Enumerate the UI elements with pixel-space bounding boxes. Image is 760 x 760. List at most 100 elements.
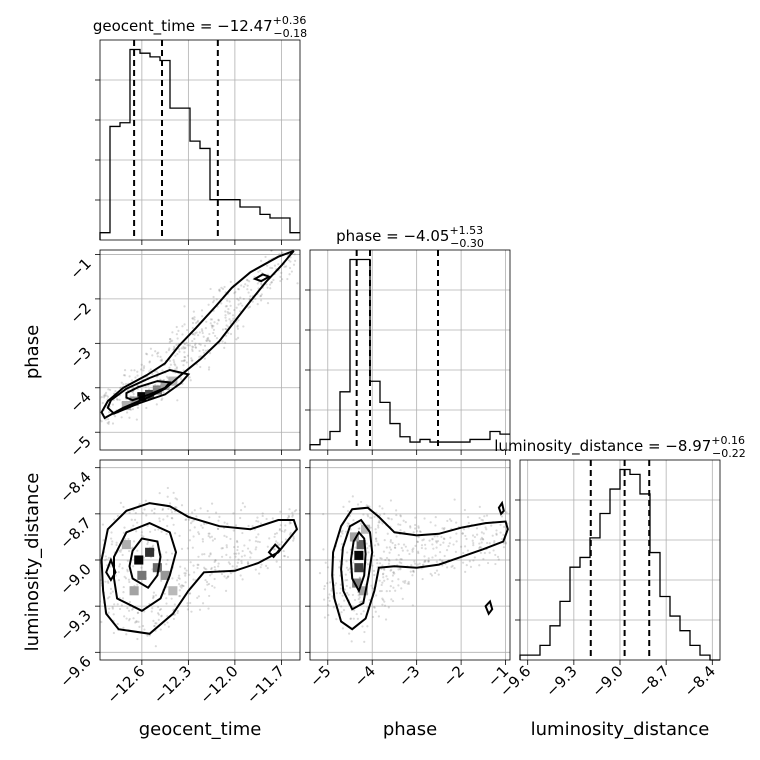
pair-geocent-time-phase-sample-point bbox=[183, 359, 186, 362]
pair-geocent-time-luminosity-distance-sample-point bbox=[214, 511, 218, 514]
pair-geocent-time-phase-sample-point bbox=[161, 369, 164, 372]
pair-phase-luminosity-distance-sample-point bbox=[389, 538, 393, 542]
pair-phase-luminosity-distance-sample-point bbox=[414, 544, 417, 547]
pair-phase-luminosity-distance-sample-point bbox=[374, 528, 377, 531]
pair-phase-luminosity-distance-sample-point bbox=[467, 521, 470, 525]
pair-geocent-time-phase-sample-point bbox=[193, 333, 196, 336]
pair-geocent-time-phase-sample-point bbox=[242, 297, 245, 301]
pair-geocent-time-luminosity-distance-sample-point bbox=[220, 547, 223, 550]
pair-geocent-time-luminosity-distance-sample-point bbox=[170, 508, 173, 511]
pair-phase-luminosity-distance-sample-point bbox=[358, 601, 361, 604]
pair-phase-luminosity-distance-density-cell-5 bbox=[349, 532, 359, 542]
pair-geocent-time-luminosity-distance-sample-point bbox=[172, 491, 175, 494]
pair-geocent-time-luminosity-distance-sample-point bbox=[165, 551, 168, 554]
pair-geocent-time-luminosity-distance-sample-point bbox=[175, 498, 179, 501]
pair-geocent-time-phase-sample-point bbox=[178, 350, 181, 353]
pair-geocent-time-phase-sample-point bbox=[183, 351, 186, 354]
pair-geocent-time-phase-sample-point bbox=[287, 259, 290, 262]
pair-phase-luminosity-distance-sample-point bbox=[462, 528, 466, 531]
pair-geocent-time-luminosity-distance-sample-point bbox=[135, 530, 138, 533]
pair-geocent-time-phase-sample-point bbox=[161, 397, 164, 400]
pair-geocent-time-luminosity-distance-sample-point bbox=[246, 562, 250, 565]
pair-geocent-time-phase-sample-point bbox=[228, 318, 231, 321]
pair-phase-luminosity-distance-sample-point bbox=[365, 504, 368, 507]
pair-geocent-time-phase-sample-point bbox=[128, 375, 131, 378]
pair-geocent-time-luminosity-distance-sample-point bbox=[236, 540, 239, 544]
pair-geocent-time-luminosity-distance-sample-point bbox=[240, 555, 244, 558]
pair-geocent-time-phase-sample-point bbox=[260, 259, 263, 262]
pair-phase-luminosity-distance-sample-point bbox=[431, 543, 434, 546]
pair-geocent-time-luminosity-distance-sample-point bbox=[136, 637, 139, 641]
pair-geocent-time-phase-sample-point bbox=[239, 302, 242, 305]
pair-geocent-time-phase-sample-point bbox=[180, 359, 183, 363]
pair-geocent-time-luminosity-distance-sample-point bbox=[189, 561, 192, 564]
pair-phase-luminosity-distance-sample-point bbox=[379, 556, 382, 560]
pair-geocent-time-phase-sample-point bbox=[229, 332, 233, 336]
pair-phase-luminosity-distance-sample-point bbox=[389, 540, 392, 543]
pair-geocent-time-luminosity-distance-sample-point bbox=[283, 530, 286, 533]
pair-geocent-time-phase-sample-point bbox=[270, 281, 273, 284]
pair-geocent-time-phase-sample-point bbox=[148, 370, 151, 373]
pair-phase-luminosity-distance-sample-point bbox=[420, 544, 424, 547]
pair-geocent-time-phase-sample-point bbox=[149, 368, 152, 371]
pair-geocent-time-luminosity-distance-sample-point bbox=[107, 556, 110, 559]
pair-geocent-time-luminosity-distance-sample-point bbox=[181, 584, 184, 587]
pair-geocent-time-phase-sample-point bbox=[200, 328, 204, 331]
pair-phase-luminosity-distance-sample-point bbox=[391, 541, 394, 545]
pair-geocent-time-luminosity-distance-sample-point bbox=[185, 518, 188, 521]
pair-phase-luminosity-distance-sample-point bbox=[399, 529, 402, 532]
pair-phase-luminosity-distance-sample-point bbox=[435, 569, 439, 572]
pair-geocent-time-luminosity-distance-sample-point bbox=[196, 563, 199, 566]
pair-geocent-time-luminosity-distance-sample-point bbox=[192, 535, 195, 538]
pair-phase-luminosity-distance-sample-point bbox=[436, 535, 439, 538]
pair-phase-luminosity-distance-sample-point bbox=[382, 598, 385, 601]
pair-phase-luminosity-distance-sample-point bbox=[463, 508, 466, 512]
pair-geocent-time-luminosity-distance-sample-point bbox=[124, 577, 128, 580]
title-phase-upper: +1.53 bbox=[449, 224, 483, 237]
pair-geocent-time-luminosity-distance-sample-point bbox=[201, 540, 205, 543]
pair-phase-luminosity-distance-sample-point bbox=[326, 604, 330, 607]
pair-phase-luminosity-distance-sample-point bbox=[338, 566, 341, 569]
pair-geocent-time-phase-sample-point bbox=[246, 279, 249, 282]
pair-geocent-time-luminosity-distance-sample-point bbox=[186, 604, 189, 607]
pair-phase-luminosity-distance-xtick-label-2: −3 bbox=[395, 662, 423, 690]
pair-geocent-time-luminosity-distance-sample-point bbox=[188, 592, 192, 595]
pair-phase-luminosity-distance-sample-point bbox=[362, 610, 365, 613]
pair-phase-luminosity-distance-sample-point bbox=[363, 640, 366, 643]
pair-geocent-time-luminosity-distance-sample-point bbox=[247, 524, 250, 528]
pair-geocent-time-luminosity-distance-sample-point bbox=[226, 575, 229, 578]
xlabel-phase: phase bbox=[383, 719, 437, 740]
pair-phase-luminosity-distance-sample-point bbox=[418, 562, 421, 565]
pair-geocent-time-luminosity-distance-sample-point bbox=[214, 559, 217, 562]
pair-phase-luminosity-distance-sample-point bbox=[399, 515, 402, 518]
pair-geocent-time-luminosity-distance-sample-point bbox=[278, 565, 282, 569]
pair-phase-luminosity-distance-sample-point bbox=[478, 564, 481, 567]
pair-geocent-time-phase-sample-point bbox=[211, 301, 215, 304]
pair-geocent-time-luminosity-distance-xtick-label-1: −12.3 bbox=[150, 662, 195, 707]
pair-phase-luminosity-distance-sample-point bbox=[361, 625, 364, 628]
pair-phase-luminosity-distance-sample-point bbox=[388, 517, 391, 520]
pair-geocent-time-phase-sample-point bbox=[188, 376, 191, 379]
pair-geocent-time-phase-sample-point bbox=[225, 319, 228, 322]
pair-geocent-time-phase-sample-point bbox=[199, 355, 202, 358]
pair-phase-luminosity-distance-sample-point bbox=[326, 582, 329, 585]
pair-phase-luminosity-distance-sample-point bbox=[392, 586, 395, 589]
pair-geocent-time-luminosity-distance-sample-point bbox=[273, 535, 276, 538]
pair-phase-luminosity-distance-sample-point bbox=[362, 513, 365, 516]
pair-phase-luminosity-distance-sample-point bbox=[397, 523, 400, 526]
pair-geocent-time-phase-sample-point bbox=[226, 332, 230, 335]
pair-geocent-time-phase-sample-point bbox=[107, 411, 111, 414]
pair-geocent-time-phase-sample-point bbox=[225, 305, 228, 308]
pair-geocent-time-phase-panel: −5 −4 −3 −2 −1 bbox=[66, 249, 301, 461]
pair-phase-luminosity-distance-sample-point bbox=[369, 526, 372, 529]
pair-phase-luminosity-distance-sample-point bbox=[481, 519, 485, 522]
pair-geocent-time-luminosity-distance-sample-point bbox=[232, 529, 235, 532]
pair-phase-luminosity-distance-sample-point bbox=[341, 529, 344, 532]
pair-geocent-time-phase-sample-point bbox=[148, 361, 151, 364]
pair-geocent-time-luminosity-distance-sample-point bbox=[225, 553, 228, 557]
pair-geocent-time-luminosity-distance-sample-point bbox=[131, 608, 134, 611]
pair-geocent-time-luminosity-distance-sample-point bbox=[291, 514, 294, 517]
pair-phase-luminosity-distance-sample-point bbox=[340, 542, 344, 546]
pair-phase-luminosity-distance-sample-point bbox=[352, 519, 355, 522]
pair-geocent-time-phase-sample-point bbox=[237, 319, 240, 322]
